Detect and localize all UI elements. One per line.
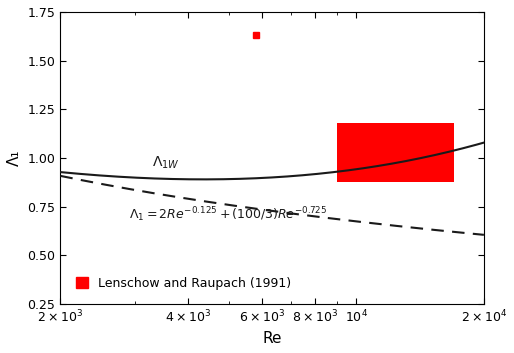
Text: $\Lambda_{1W}$: $\Lambda_{1W}$	[153, 155, 180, 171]
X-axis label: Re: Re	[262, 331, 282, 346]
Text: $\Lambda_1 = 2Re^{-0.125} + (100/3)Re^{-0.725}$: $\Lambda_1 = 2Re^{-0.125} + (100/3)Re^{-…	[128, 205, 327, 224]
Bar	[337, 123, 454, 183]
Y-axis label: Λ₁: Λ₁	[7, 150, 22, 166]
Legend: Lenschow and Raupach (1991): Lenschow and Raupach (1991)	[71, 272, 297, 295]
